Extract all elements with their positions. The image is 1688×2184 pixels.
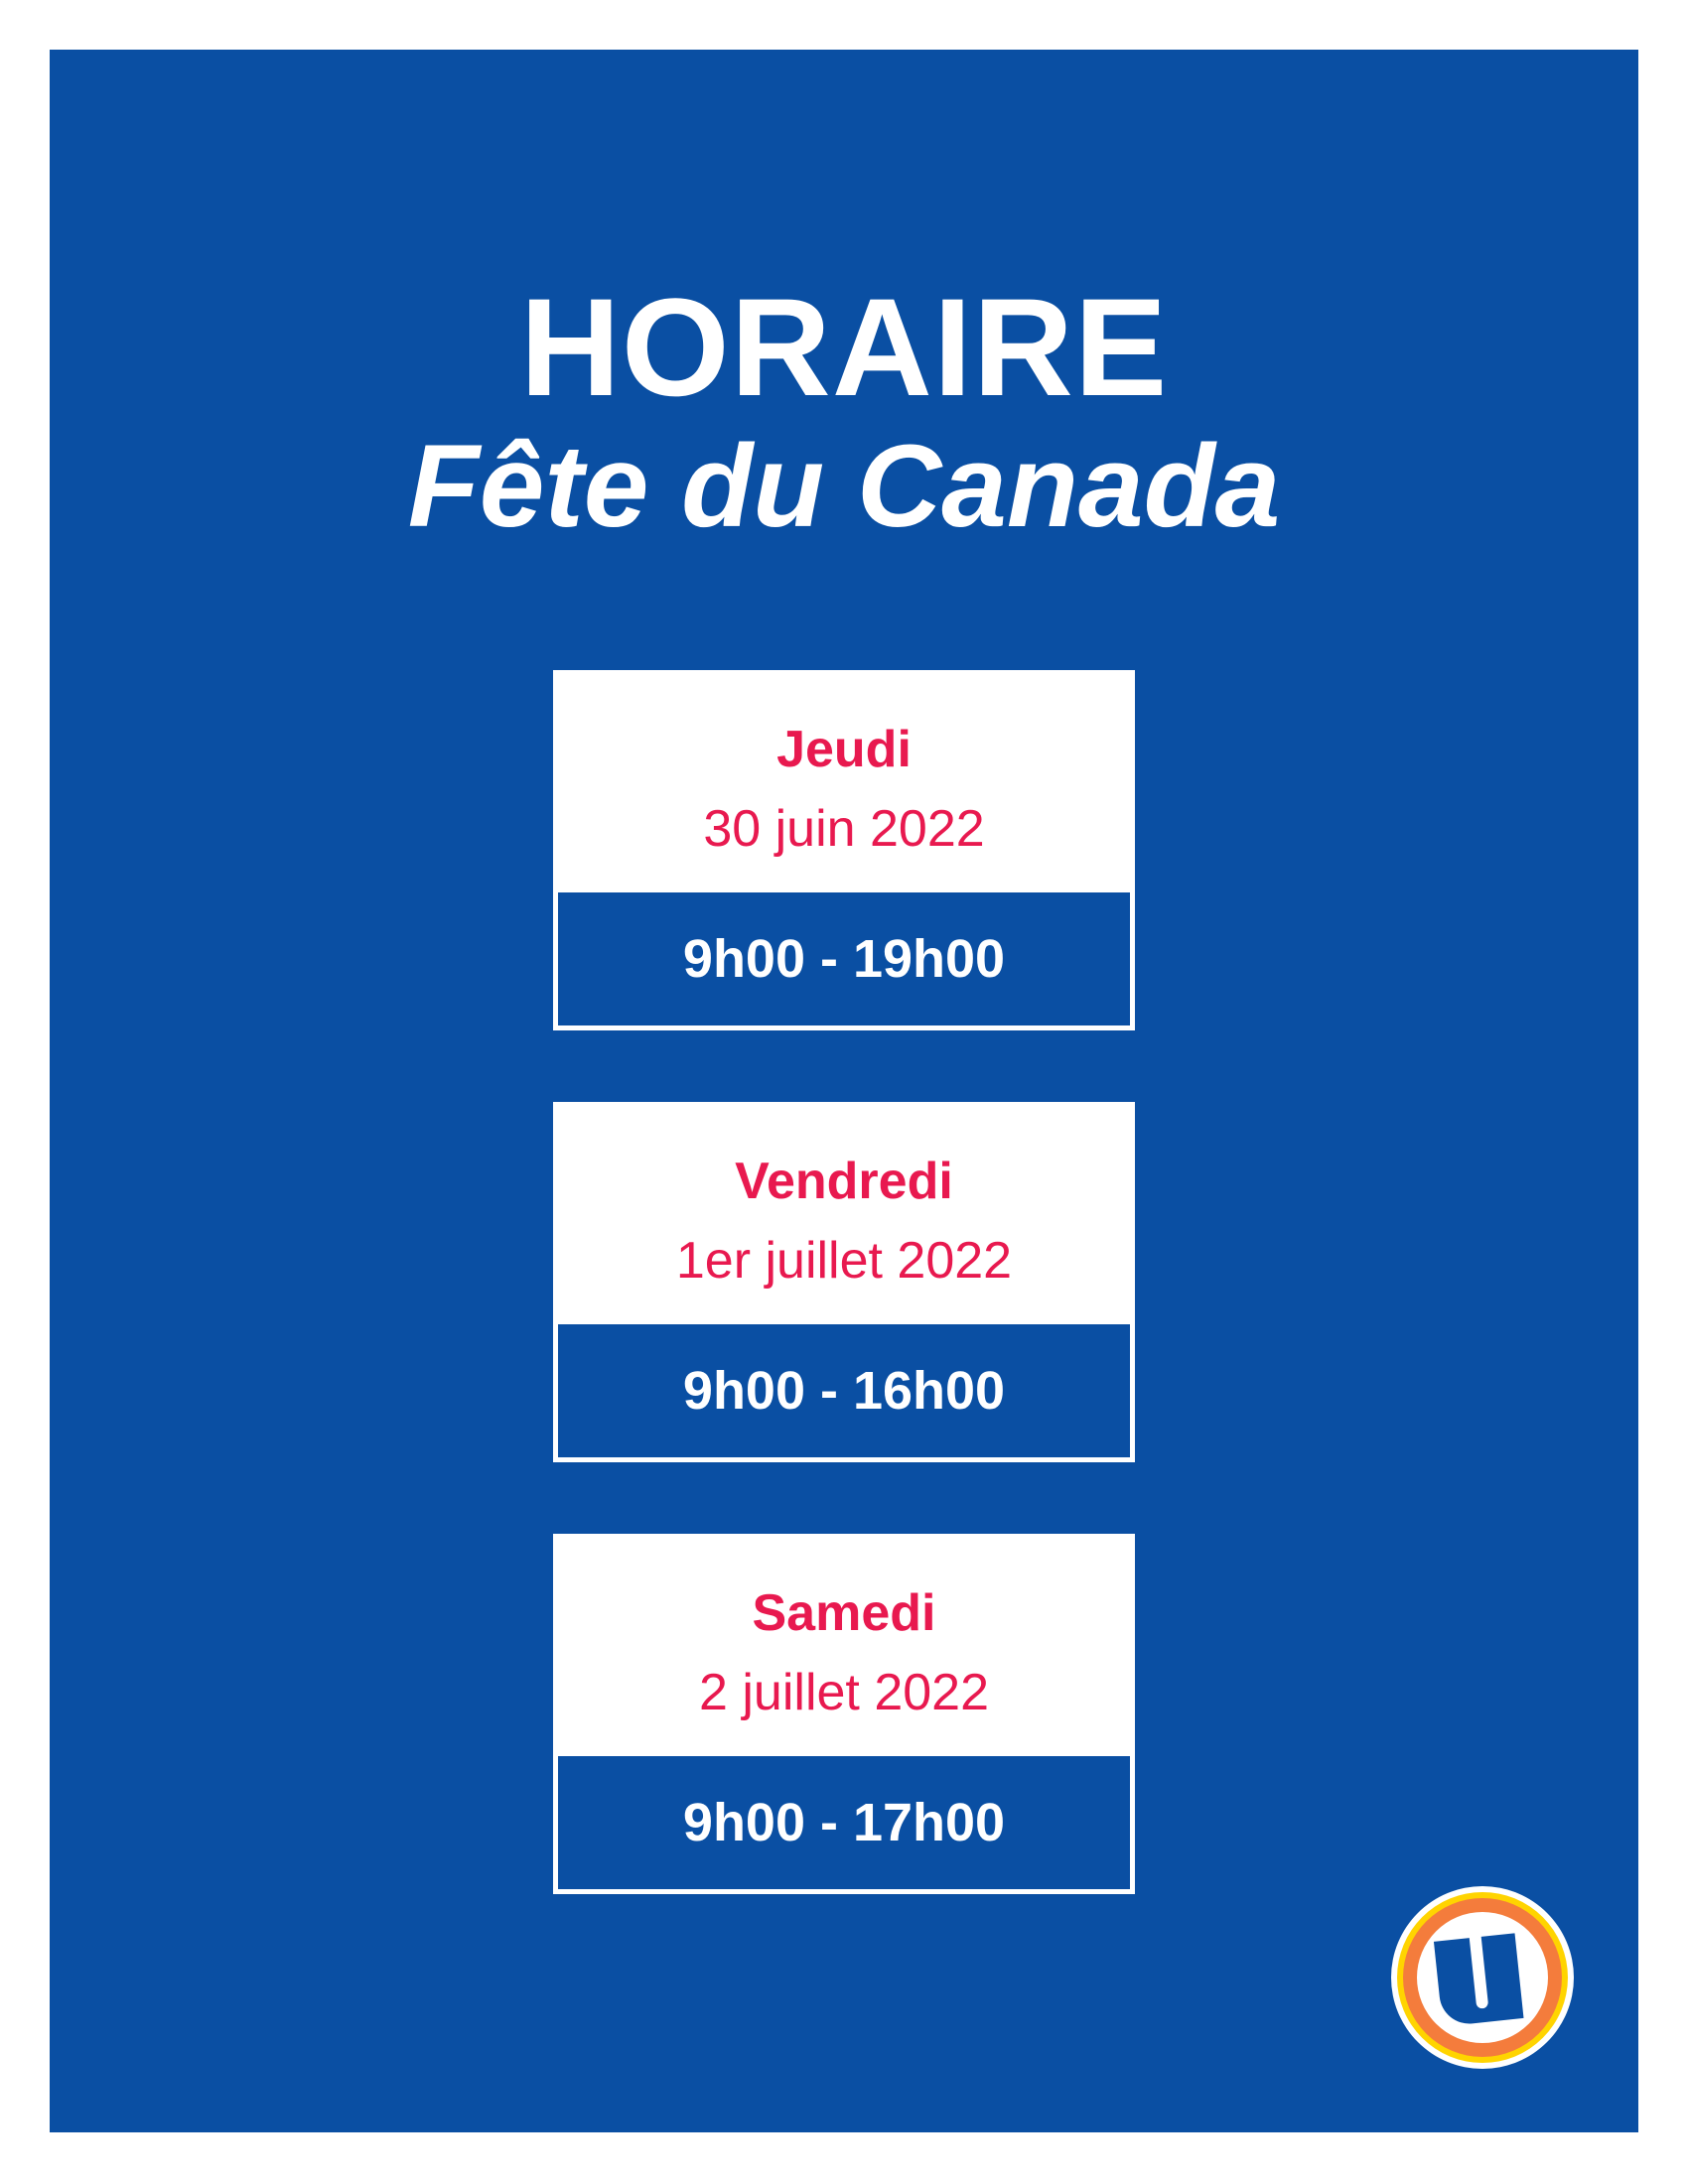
- page-title: HORAIRE: [519, 269, 1169, 425]
- day-name: Vendredi: [735, 1153, 953, 1210]
- opening-hours: 9h00 - 16h00: [558, 1324, 1130, 1457]
- brand-logo-icon: [1391, 1886, 1574, 2069]
- day-date: 30 juin 2022: [703, 800, 985, 858]
- day-name: Samedi: [752, 1584, 936, 1642]
- schedule-card: Vendredi 1er juillet 2022 9h00 - 16h00: [553, 1102, 1135, 1462]
- day-date: 2 juillet 2022: [699, 1664, 989, 1721]
- opening-hours: 9h00 - 19h00: [558, 892, 1130, 1025]
- page-subtitle: Fête du Canada: [407, 421, 1281, 552]
- opening-hours: 9h00 - 17h00: [558, 1756, 1130, 1889]
- day-date: 1er juillet 2022: [675, 1232, 1013, 1290]
- schedule-card: Jeudi 30 juin 2022 9h00 - 19h00: [553, 670, 1135, 1030]
- schedule-card: Samedi 2 juillet 2022 9h00 - 17h00: [553, 1534, 1135, 1894]
- day-name: Jeudi: [776, 721, 912, 778]
